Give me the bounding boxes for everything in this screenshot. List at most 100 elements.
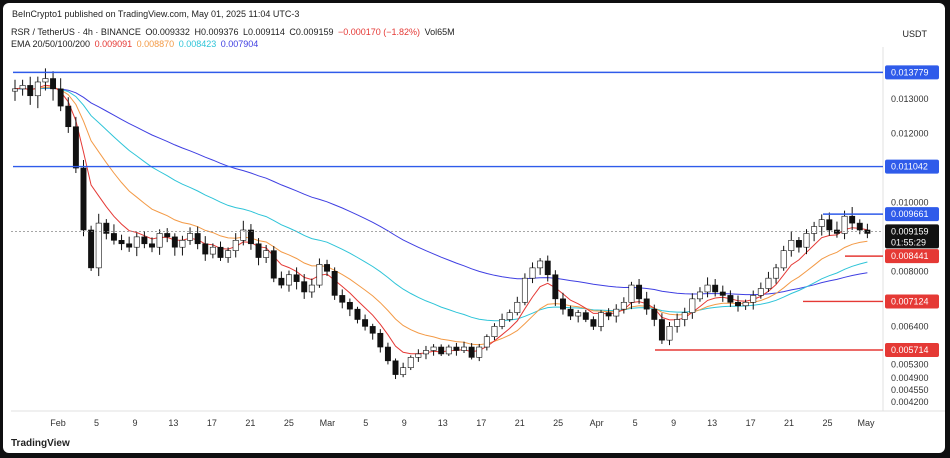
- x-tick-label: 5: [633, 418, 638, 428]
- candle-body: [735, 301, 741, 307]
- candle-body: [331, 271, 338, 296]
- candle-body: [613, 308, 620, 317]
- candle-body: [19, 85, 26, 90]
- candle-body: [392, 360, 399, 375]
- candle-body: [598, 312, 604, 327]
- y-tick-label: 0.004900: [891, 373, 929, 383]
- x-tick-label: 25: [823, 418, 833, 428]
- candle-body: [849, 215, 856, 224]
- level-label: 0.007124: [891, 296, 929, 306]
- candle-body: [742, 301, 749, 307]
- tradingview-logo: TradingView: [11, 438, 70, 449]
- ema50-line: [14, 86, 868, 346]
- x-tick-label: 25: [284, 418, 294, 428]
- ema-label: EMA 20/50/100/200: [11, 39, 91, 49]
- level-label: 0.013779: [891, 67, 929, 77]
- candle-body: [529, 267, 536, 279]
- y-tick-label: 0.005300: [891, 359, 929, 369]
- level-label: 0.008441: [891, 251, 929, 261]
- candle-body: [605, 312, 612, 317]
- candle-body: [217, 246, 224, 258]
- level-label: 0.005714: [891, 345, 929, 355]
- candle-body: [575, 312, 582, 317]
- candle-body: [461, 346, 467, 351]
- candle-body: [270, 250, 277, 279]
- candle-body: [126, 243, 133, 248]
- y-tick-label: 0.004550: [891, 385, 929, 395]
- candle-body: [712, 284, 719, 293]
- candle-body: [438, 346, 445, 355]
- candle-body: [681, 312, 688, 320]
- candle-body: [818, 219, 825, 227]
- candle-body: [803, 233, 810, 248]
- candle-body: [636, 284, 643, 300]
- candle-body: [537, 260, 544, 269]
- level-label-box: [885, 207, 939, 222]
- ohlc-change: −0.000170 (−1.82%): [337, 27, 421, 37]
- candle-body: [179, 240, 186, 248]
- ema-row: EMA 20/50/100/200 0.009091 0.008870 0.00…: [11, 39, 258, 49]
- candle-body: [57, 88, 64, 107]
- candle-body: [514, 301, 521, 313]
- candle-body: [263, 250, 270, 258]
- candle-body: [400, 367, 407, 375]
- candle-body: [696, 291, 703, 300]
- candle-body: [415, 353, 422, 358]
- candle-body: [445, 346, 452, 355]
- x-tick-label: 13: [168, 418, 178, 428]
- candle-body: [72, 126, 79, 169]
- candle-body: [491, 326, 498, 338]
- currency-label: USDT: [902, 29, 928, 39]
- ema100-value: 0.008423: [178, 39, 217, 49]
- x-tick-label: 13: [438, 418, 448, 428]
- x-tick-label: 25: [553, 418, 563, 428]
- ohlc-volume: Vol65M: [424, 27, 455, 37]
- x-tick-label: 9: [671, 418, 676, 428]
- candle-body: [346, 301, 353, 310]
- ema200-value: 0.007904: [220, 39, 259, 49]
- x-tick-label: Apr: [590, 418, 604, 428]
- level-label: 0.011042: [891, 162, 928, 172]
- candle-body: [209, 246, 216, 255]
- x-tick-label: 21: [784, 418, 794, 428]
- y-tick-label: 0.012000: [891, 129, 929, 139]
- candle-body: [499, 319, 506, 327]
- candle-body: [34, 81, 41, 97]
- candle-body: [384, 346, 391, 362]
- candle-body: [316, 264, 323, 286]
- candle-body: [658, 319, 665, 341]
- y-tick-label: 0.013000: [891, 94, 929, 104]
- candle-body: [202, 243, 209, 255]
- candle-body: [80, 167, 87, 231]
- candle-body: [544, 260, 551, 276]
- current-price-box: [885, 224, 939, 249]
- candle-body: [704, 284, 711, 293]
- candle-body: [103, 222, 110, 234]
- level-label-box: [885, 159, 939, 174]
- level-label: 0.009661: [891, 209, 929, 219]
- candle-body: [171, 236, 178, 248]
- candle-body: [42, 78, 49, 83]
- x-tick-label: 21: [515, 418, 525, 428]
- candle-body: [430, 346, 437, 351]
- candle-body: [521, 277, 528, 303]
- candle-body: [225, 250, 232, 258]
- y-tick-label: 0.006400: [891, 321, 929, 331]
- candle-body: [255, 243, 262, 258]
- tradingview-brand: TradingView: [11, 438, 70, 449]
- candle-body: [727, 295, 734, 303]
- candle-body: [674, 319, 681, 327]
- candle-body: [795, 240, 802, 248]
- ema20-line: [14, 84, 868, 355]
- candle-body: [780, 250, 787, 269]
- candle-body: [476, 346, 483, 358]
- candle-body: [240, 229, 247, 241]
- candle-body: [567, 308, 574, 317]
- candle-body: [407, 357, 414, 368]
- x-tick-label: 21: [245, 418, 255, 428]
- current-price-label: 0.009159: [891, 226, 929, 236]
- candle-body: [187, 233, 194, 241]
- candle-body: [133, 236, 140, 248]
- candle-body: [50, 78, 57, 90]
- candle-body: [324, 264, 330, 272]
